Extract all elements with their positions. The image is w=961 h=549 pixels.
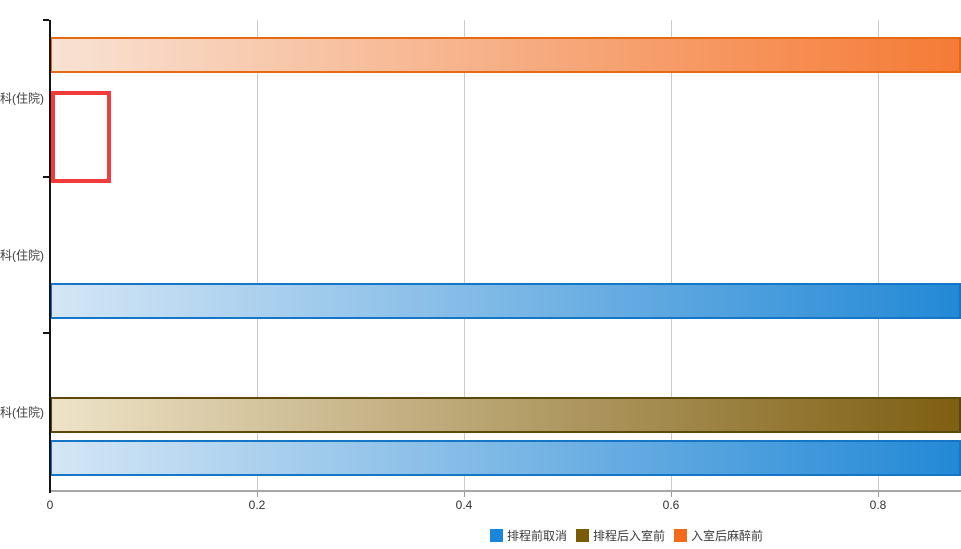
legend-swatch-icon xyxy=(490,529,503,542)
x-axis-tick-label: 0 xyxy=(46,498,54,512)
highlight-annotation-box xyxy=(51,91,112,183)
legend: 排程前取消 排程后入室前 入室后麻醉前 xyxy=(490,527,763,544)
y-axis-category-tick xyxy=(43,332,49,334)
x-axis-tick-label: 0.2 xyxy=(248,498,266,512)
gridline xyxy=(257,20,258,490)
legend-swatch-icon xyxy=(674,529,688,542)
y-axis-category-tick xyxy=(43,19,49,21)
gridline xyxy=(671,20,672,490)
x-axis-tick-label: 0.4 xyxy=(455,498,473,512)
x-axis-tick xyxy=(257,491,258,497)
x-axis-tick-label: 0.6 xyxy=(662,498,680,512)
x-axis-tick xyxy=(464,491,465,497)
gridline xyxy=(878,20,879,490)
y-category-label: 科(住院) xyxy=(0,405,44,420)
y-category-label: 科(住院) xyxy=(0,248,44,263)
legend-label: 排程前取消 xyxy=(507,529,568,543)
bar-post-entry-pre-anesthesia-cat0[interactable] xyxy=(50,37,961,73)
legend-item-2[interactable]: 入室后麻醉前 xyxy=(674,527,763,544)
x-axis-tick-label: 0.8 xyxy=(869,498,887,512)
x-axis-tick xyxy=(878,491,879,497)
legend-label: 排程后入室前 xyxy=(593,529,666,543)
x-axis-line xyxy=(49,490,961,492)
bar-pre-schedule-cancel-cat1[interactable] xyxy=(50,283,961,320)
legend-label: 入室后麻醉前 xyxy=(691,529,764,543)
y-axis-line xyxy=(49,20,51,493)
x-axis-tick xyxy=(671,491,672,497)
gridline xyxy=(464,20,465,490)
bar-pre-schedule-cancel-cat2[interactable] xyxy=(50,440,961,477)
legend-item-1[interactable]: 排程后入室前 xyxy=(576,527,665,544)
y-category-label: 科(住院) xyxy=(0,91,44,106)
legend-item-0[interactable]: 排程前取消 xyxy=(490,527,567,544)
bar-post-schedule-pre-entry-cat2[interactable] xyxy=(50,397,961,434)
y-axis-category-tick xyxy=(43,176,49,178)
legend-swatch-icon xyxy=(576,529,590,542)
